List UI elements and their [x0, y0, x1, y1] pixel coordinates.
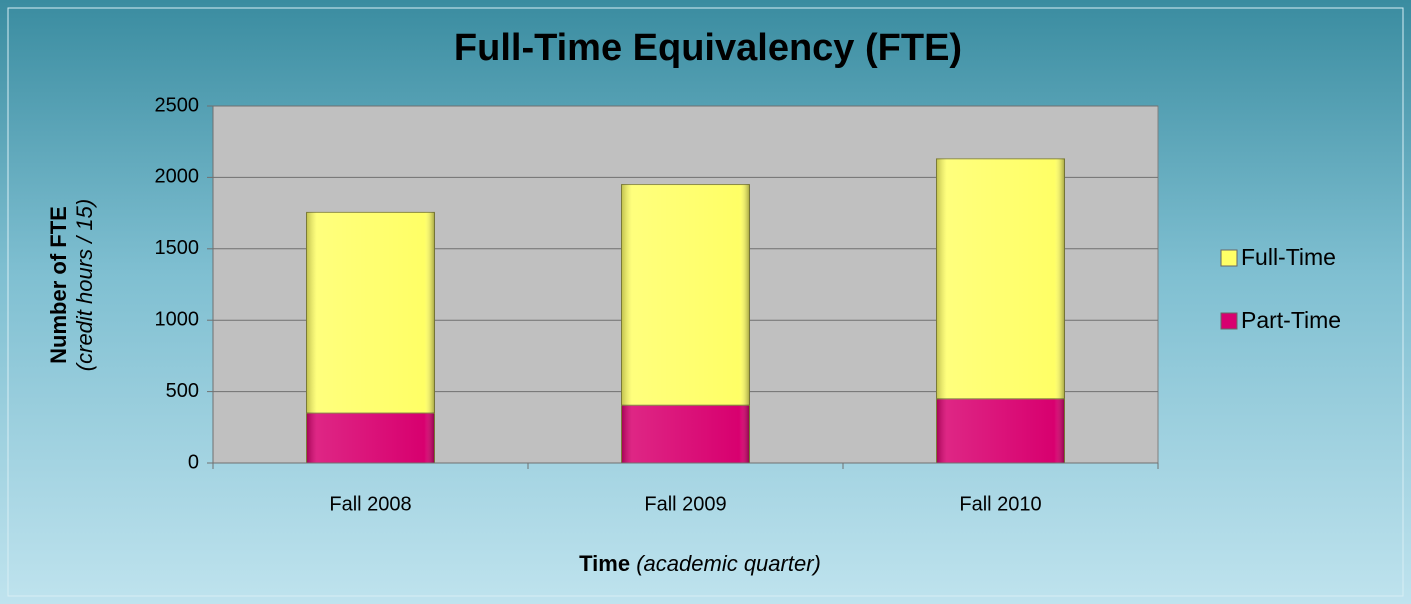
- bar-shade: [306, 212, 435, 414]
- legend-swatch: [1220, 312, 1238, 330]
- frame: [7, 7, 1404, 597]
- y-tick-label: 1000: [155, 308, 200, 330]
- x-label-note: (academic quarter): [636, 551, 821, 576]
- x-axis-title: Time (academic quarter): [579, 551, 821, 576]
- y-label-main: Number of FTE: [46, 206, 71, 364]
- bar-shade: [936, 398, 1065, 463]
- legend-swatch: [1220, 249, 1238, 267]
- bar-shade: [621, 184, 750, 406]
- y-tick-label: 500: [166, 380, 199, 402]
- y-tick-label: 2500: [155, 94, 200, 116]
- bar-shade: [621, 405, 750, 463]
- x-tick-label: Fall 2009: [644, 493, 726, 515]
- x-tick-label: Fall 2008: [329, 493, 411, 515]
- legend-label: Full-Time: [1241, 244, 1336, 270]
- y-axis-title: Number of FTE (credit hours / 15): [46, 199, 97, 371]
- chart-title: Full-Time Equivalency (FTE): [454, 27, 962, 69]
- bar-shade: [936, 158, 1065, 399]
- y-tick-label: 1500: [155, 237, 200, 259]
- x-tick-label: Fall 2010: [959, 493, 1041, 515]
- y-tick-label: 2000: [155, 166, 200, 188]
- bar-shade: [306, 413, 435, 463]
- x-label-main: Time: [579, 551, 630, 576]
- y-label-note: (credit hours / 15): [72, 199, 97, 371]
- y-tick-label: 0: [188, 451, 199, 473]
- legend-label: Part-Time: [1241, 307, 1341, 333]
